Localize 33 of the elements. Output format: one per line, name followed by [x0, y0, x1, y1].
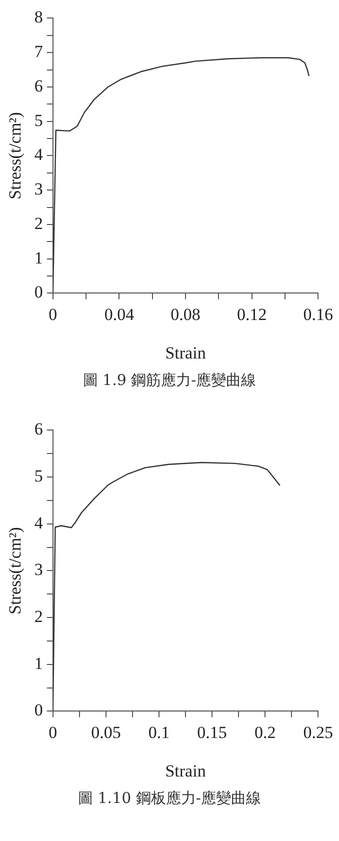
x-axis-title: Strain [165, 343, 206, 362]
y-axis-title: Stress(t/cm²) [6, 112, 25, 200]
caption: 圖 1.10 鋼板應力-應變曲線 [76, 788, 262, 809]
x-tick-label: 0.15 [197, 722, 227, 742]
x-tick-label: 0.2 [254, 722, 276, 742]
y-tick-label: 0 [34, 282, 43, 302]
x-tick-label: 0 [48, 304, 58, 324]
y-tick-label: 3 [34, 560, 43, 580]
y-tick-label: 2 [34, 607, 43, 626]
y-tick-label: 8 [34, 8, 43, 27]
x-tick-label: 0.04 [104, 304, 135, 324]
y-tick-label: 4 [34, 513, 44, 532]
y-tick-label: 6 [34, 420, 43, 439]
y-tick-label: 1 [34, 654, 43, 673]
y-tick-label: 2 [34, 214, 43, 233]
y-tick-label: 4 [34, 145, 44, 164]
x-tick-label: 0.1 [148, 722, 170, 742]
y-tick-label: 3 [34, 180, 43, 199]
x-tick-label: 0.08 [170, 304, 200, 324]
y-tick-label: 5 [34, 110, 43, 130]
y-tick-label: 1 [34, 248, 43, 268]
y-tick-label: 0 [34, 700, 43, 720]
x-tick-label: 0 [48, 722, 58, 742]
caption: 圖 1.9 鋼筋應力-應變曲線 [82, 370, 258, 391]
x-tick-label: 0.25 [303, 722, 333, 742]
x-axis-title: Strain [165, 761, 206, 780]
y-tick-label: 7 [34, 42, 44, 62]
y-tick-label: 5 [34, 466, 43, 486]
x-tick-label: 0.16 [303, 304, 333, 324]
x-tick-label: 0.05 [91, 722, 121, 742]
y-tick-label: 6 [34, 76, 43, 96]
x-tick-label: 0.12 [236, 304, 267, 324]
y-axis-title: Stress(t/cm²) [6, 527, 25, 614]
